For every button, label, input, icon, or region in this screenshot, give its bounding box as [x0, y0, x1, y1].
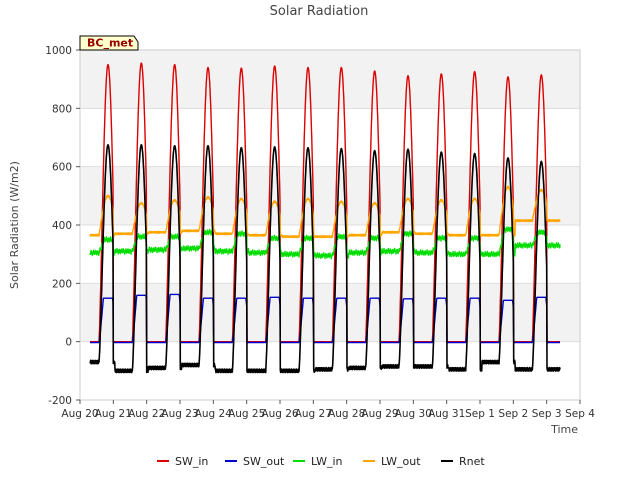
x-tick-label: Aug 25 [228, 408, 265, 420]
x-tick-label: Aug 24 [195, 408, 233, 420]
series-layer [89, 62, 561, 374]
legend-label: SW_in [175, 455, 208, 468]
y-tick-label: 400 [52, 220, 72, 232]
y-tick-label: -200 [48, 395, 72, 407]
y-axis-ticks: -200 0 200 400 600 800 1000 [45, 45, 80, 407]
chart-title: Solar Radiation [270, 4, 369, 19]
station-badge: BC_met [79, 35, 139, 51]
plot-background [80, 50, 580, 400]
y-tick-label: 600 [52, 162, 72, 174]
station-badge-label: BC_met [87, 37, 133, 50]
x-tick-label: Aug 26 [261, 408, 299, 420]
series-line-lw-in [89, 226, 561, 260]
plot-band [80, 108, 580, 167]
y-tick-label: 0 [65, 337, 72, 349]
legend-item-lw-in: LW_in [293, 455, 343, 468]
x-tick-label: Sep 3 [532, 408, 562, 420]
x-tick-label: Aug 21 [95, 408, 132, 420]
series-line-lw-out [89, 185, 561, 239]
x-tick-label: Aug 27 [295, 408, 332, 420]
plot-band [80, 283, 580, 342]
x-tick-label: Aug 29 [361, 408, 398, 420]
legend-label: LW_out [381, 455, 421, 468]
x-axis-label: Time [550, 423, 578, 436]
y-axis-label: Solar Radiation (W/m2) [8, 161, 21, 289]
legend-label: SW_out [243, 455, 285, 468]
x-tick-label: Aug 28 [328, 408, 365, 420]
y-tick-label: 200 [52, 278, 72, 290]
x-tick-label: Aug 20 [61, 408, 98, 420]
legend-item-sw-in: SW_in [157, 455, 208, 468]
y-tick-label: 800 [52, 103, 72, 115]
plot-band [80, 166, 580, 225]
legend: SW_in SW_out LW_in LW_out Rnet [157, 455, 485, 468]
x-tick-label: Aug 22 [128, 408, 165, 420]
plot-band [80, 50, 580, 109]
y-tick-label: 1000 [45, 45, 72, 57]
x-tick-label: Aug 30 [395, 408, 432, 420]
legend-item-lw-out: LW_out [363, 455, 421, 468]
legend-label: Rnet [459, 455, 485, 468]
x-tick-label: Aug 31 [428, 408, 465, 420]
legend-label: LW_in [311, 455, 343, 468]
legend-item-sw-out: SW_out [225, 455, 285, 468]
station-badge-box [79, 35, 139, 51]
x-tick-label: Sep 2 [498, 408, 528, 420]
series-line-rnet [89, 144, 561, 374]
legend-item-rnet: Rnet [441, 455, 485, 468]
x-tick-label: Sep 4 [565, 408, 595, 420]
x-tick-label: Sep 1 [465, 408, 495, 420]
x-tick-label: Aug 23 [161, 408, 198, 420]
